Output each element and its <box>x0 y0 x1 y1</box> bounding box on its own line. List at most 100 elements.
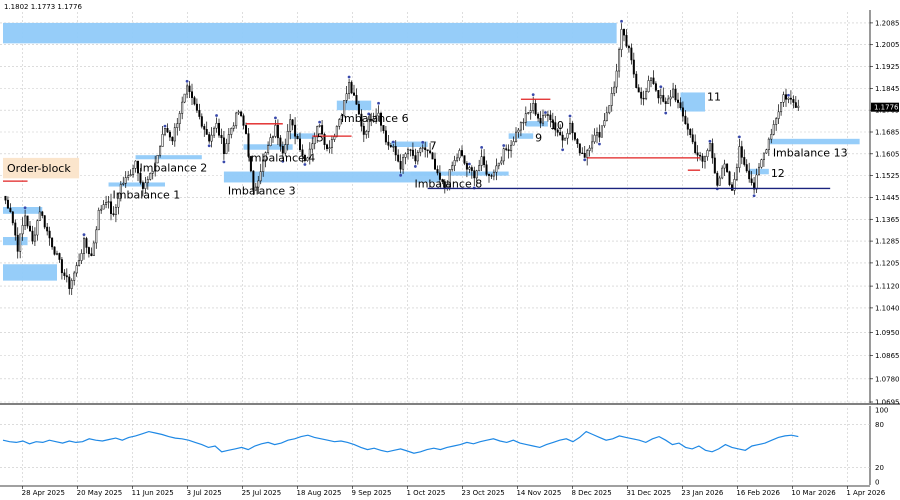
candle-body <box>149 173 152 180</box>
candle-body <box>556 129 559 133</box>
candle-body <box>195 103 198 111</box>
candle-body <box>456 157 459 161</box>
candle-body <box>738 146 741 168</box>
candle-body <box>129 174 132 176</box>
candle-body <box>154 162 157 172</box>
candle-body <box>711 143 714 159</box>
swing-marker <box>281 159 285 163</box>
swing-marker <box>215 114 218 117</box>
candle-body <box>70 280 73 289</box>
candle-body <box>29 225 31 232</box>
candle-body <box>544 114 547 116</box>
candle-body <box>377 112 380 117</box>
candle-body <box>380 112 382 126</box>
time-tick-label: 1 Apr 2026 <box>846 489 885 497</box>
candle-body <box>210 134 213 142</box>
candle-body <box>659 95 662 99</box>
osc-tick-label: 100 <box>875 407 888 415</box>
swing-marker <box>318 120 322 124</box>
candle-body <box>173 127 176 142</box>
candle-body <box>551 119 554 123</box>
candle-body <box>726 163 729 172</box>
candle-body <box>748 170 751 180</box>
price-tick-label: 1.1040 <box>875 304 900 312</box>
candle-body <box>640 91 643 99</box>
candle-body <box>627 45 630 49</box>
zone-label: Imbalance 1 <box>113 189 181 202</box>
candle-body <box>65 275 68 278</box>
time-tick-label: 3 Jul 2025 <box>187 489 222 497</box>
candle-body <box>372 118 375 121</box>
candle-body <box>745 164 748 172</box>
price-tick-label: 1.1845 <box>875 85 900 93</box>
candle-body <box>750 178 753 184</box>
osc-tick-label: 20 <box>875 464 884 472</box>
candle-body <box>620 29 623 50</box>
candle-body <box>78 260 81 266</box>
candle-body <box>495 165 498 173</box>
candle-body <box>53 246 56 255</box>
ohlc-readout: 1.1802 1.1773 1.1776 <box>4 3 82 11</box>
candle-body <box>429 150 432 154</box>
candle-body <box>767 138 770 151</box>
time-tick-label: 10 Mar 2026 <box>791 489 836 497</box>
candle-body <box>112 213 115 216</box>
price-tick-label: 1.1605 <box>875 150 900 158</box>
price-tick-label: 1.0695 <box>875 399 900 407</box>
candle-body <box>760 159 763 168</box>
candle-body <box>588 147 591 151</box>
price-tick-label: 1.1685 <box>875 129 900 137</box>
candle-body <box>578 143 581 154</box>
candle-body <box>220 135 223 139</box>
candle-body <box>517 129 520 133</box>
candle-body <box>787 97 790 100</box>
swing-marker <box>222 160 226 164</box>
candle-body <box>426 149 429 152</box>
candle-body <box>80 253 83 261</box>
candle-body <box>483 156 486 166</box>
price-axis[interactable]: 1.20851.20051.19251.18451.17651.16851.16… <box>870 19 900 407</box>
candle-body <box>146 179 149 184</box>
candle-body <box>51 237 54 248</box>
candle-body <box>326 144 328 149</box>
zone-rect <box>3 157 80 179</box>
candle-body <box>198 110 201 117</box>
candle-body <box>73 272 76 281</box>
candle-body <box>286 130 289 145</box>
candle-body <box>348 82 351 95</box>
candle-body <box>159 146 162 156</box>
candle-body <box>360 113 363 127</box>
price-tick-label: 1.1120 <box>875 283 900 291</box>
candle-body <box>33 234 36 242</box>
candle-body <box>414 155 417 162</box>
candle-body <box>762 152 765 160</box>
candle-body <box>289 119 292 132</box>
swing-marker <box>659 85 663 89</box>
candle-body <box>522 121 525 124</box>
candle-body <box>623 29 625 36</box>
candle-body <box>409 149 412 151</box>
candle-body <box>441 179 444 182</box>
candle-body <box>492 171 495 177</box>
candle-body <box>716 172 719 186</box>
candle-body <box>600 125 603 138</box>
candle-body <box>110 201 112 214</box>
candle-body <box>41 211 44 216</box>
price-tick-label: 1.1365 <box>875 216 900 224</box>
candle-body <box>171 136 174 142</box>
time-axis[interactable]: 28 Apr 2025 20 May 2025 11 Jun 2025 3 Jul 2… <box>22 486 886 497</box>
candle-body <box>502 148 505 162</box>
candle-body <box>387 141 390 146</box>
candle-body <box>524 113 527 123</box>
candle-body <box>205 129 208 135</box>
price-tick-label: 1.1925 <box>875 63 900 71</box>
grid <box>0 12 870 403</box>
candle-body <box>696 152 699 156</box>
candle-body <box>632 59 635 75</box>
candle-body <box>470 167 473 171</box>
candles-layer <box>4 23 800 296</box>
candle-body <box>468 167 471 170</box>
candle-body <box>227 134 230 144</box>
candle-body <box>178 113 181 124</box>
zone-rect <box>525 121 548 127</box>
